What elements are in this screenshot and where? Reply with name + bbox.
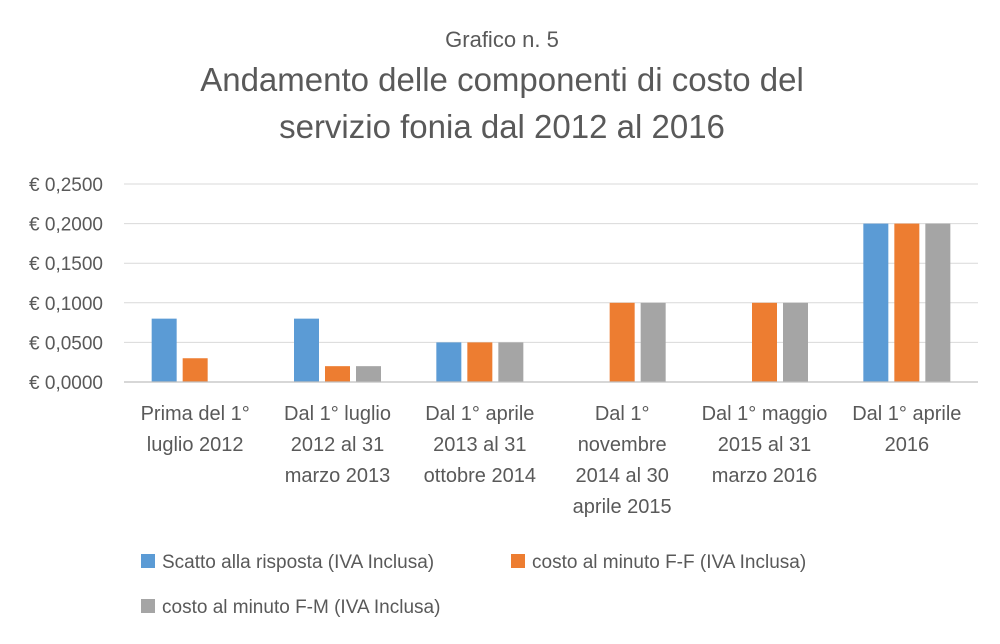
bar-series-2-category-3 xyxy=(467,342,493,382)
legend-swatch xyxy=(511,554,525,568)
legend-label: Scatto alla risposta (IVA Inclusa) xyxy=(162,552,434,573)
chart-subtitle: Grafico n. 5 xyxy=(445,27,559,52)
y-tick-label: € 0,1000 xyxy=(29,294,103,315)
bar-series-2-category-6 xyxy=(894,223,920,382)
bar-series-3-category-5 xyxy=(783,302,808,382)
legend-item-2: costo al minuto F-F (IVA Inclusa) xyxy=(511,552,806,573)
x-category-label: Dal 1° aprile 2016 xyxy=(852,403,961,456)
legend-label: costo al minuto F-F (IVA Inclusa) xyxy=(532,552,806,573)
gridlines xyxy=(124,183,978,343)
bar-series-2-category-4 xyxy=(609,302,635,382)
legend-swatch xyxy=(141,599,155,613)
legend-label: costo al minuto F-M (IVA Inclusa) xyxy=(162,597,440,618)
y-tick-label: € 0,0500 xyxy=(29,333,103,354)
bar-series-1-category-2 xyxy=(294,318,319,382)
x-category-label: Dal 1° novembre 2014 al 30 aprile 2015 xyxy=(573,403,672,518)
x-category-label: Dal 1° aprile 2013 al 31 ottobre 2014 xyxy=(424,403,536,487)
bar-series-2-category-5 xyxy=(752,302,777,382)
y-tick-label: € 0,0000 xyxy=(29,373,103,394)
y-tick-label: € 0,2000 xyxy=(29,215,103,236)
bar-series-3-category-6 xyxy=(925,223,951,382)
bar-series-3-category-4 xyxy=(640,302,666,382)
legend-swatch xyxy=(141,554,155,568)
bar-series-1-category-1 xyxy=(151,318,177,382)
bars xyxy=(151,223,951,382)
x-category-label: Prima del 1° luglio 2012 xyxy=(141,403,250,456)
legend: Scatto alla risposta (IVA Inclusa) costo … xyxy=(141,552,806,618)
bar-series-1-category-6 xyxy=(863,223,889,382)
legend-item-3: costo al minuto F-M (IVA Inclusa) xyxy=(141,597,440,618)
x-category-label: Dal 1° maggio 2015 al 31 marzo 2016 xyxy=(702,403,828,487)
x-axis-category-labels: Prima del 1° luglio 2012 Dal 1° luglio 2012… xyxy=(141,403,962,518)
y-tick-label: € 0,1500 xyxy=(29,254,103,275)
bar-series-2-category-2 xyxy=(325,366,350,382)
bar-series-2-category-1 xyxy=(182,358,208,382)
y-tick-label: € 0,2500 xyxy=(29,175,103,196)
y-axis-tick-labels: € 0,0000 € 0,0500 € 0,1000 € 0,1500 € 0,2000… xyxy=(29,175,103,394)
chart-title-line-2: servizio fonia dal 2012 al 2016 xyxy=(279,108,725,145)
bar-series-1-category-3 xyxy=(436,342,462,382)
chart-title-line-1: Andamento delle componenti di costo del xyxy=(200,61,804,98)
bar-series-3-category-3 xyxy=(498,342,524,382)
legend-item-1: Scatto alla risposta (IVA Inclusa) xyxy=(141,552,434,573)
x-category-label: Dal 1° luglio 2012 al 31 marzo 2013 xyxy=(284,403,391,487)
bar-series-3-category-2 xyxy=(356,366,381,382)
